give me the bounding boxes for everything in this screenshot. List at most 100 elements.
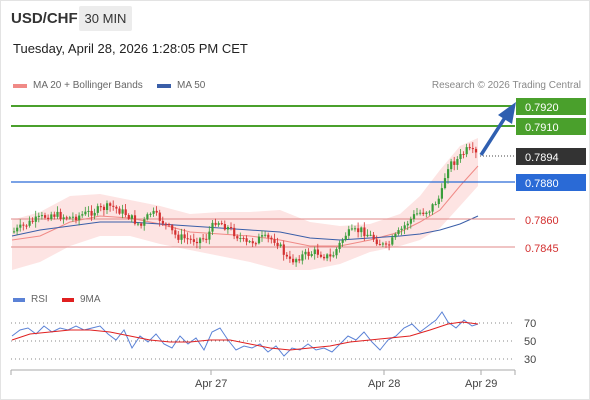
candle-body (404, 225, 406, 228)
trend-arrow-shaft (481, 116, 506, 155)
candle-body (190, 239, 192, 240)
candle-body (60, 212, 62, 219)
candle-body (171, 225, 173, 230)
candle-body (335, 249, 337, 255)
candle-body (153, 211, 155, 214)
candle-body (311, 254, 313, 256)
candle-body (115, 207, 117, 209)
candle-body (94, 213, 96, 216)
candle-body (348, 229, 350, 236)
candle-body (239, 238, 241, 239)
candle-body (304, 252, 306, 255)
candle-body (283, 244, 285, 254)
candle-body (357, 228, 359, 232)
candle-body (469, 147, 471, 148)
candle-body (410, 219, 412, 224)
candle-body (233, 228, 235, 236)
candle-body (211, 223, 213, 232)
candle-body (125, 209, 127, 215)
candle-body (475, 149, 477, 153)
candle-body (441, 188, 443, 199)
candle-body (419, 213, 421, 214)
candle-body (41, 215, 43, 216)
candle-body (459, 154, 461, 159)
candle-body (317, 249, 319, 254)
candle-body (165, 224, 167, 225)
candle-body (385, 243, 387, 244)
candle-body (261, 235, 263, 236)
candle-body (162, 221, 164, 224)
candle-body (53, 214, 55, 216)
candle-body (128, 215, 130, 219)
candle-body (140, 224, 142, 226)
x-label-apr28: Apr 28 (368, 378, 400, 390)
candle-body (230, 227, 232, 228)
candle-body (354, 228, 356, 229)
candle-body (134, 215, 136, 223)
candle-body (56, 212, 58, 217)
candle-body (388, 244, 390, 245)
candle-body (332, 255, 334, 256)
candle-body (149, 214, 151, 215)
candle-body (413, 214, 415, 219)
candle-body (19, 225, 21, 228)
price-label-3: 0.7880 (525, 178, 559, 190)
candle-body (252, 241, 254, 243)
candle-body (16, 228, 18, 232)
candle-body (224, 224, 226, 230)
candle-body (63, 217, 65, 219)
candle-body (249, 241, 251, 242)
candle-body (91, 211, 93, 216)
price-label-0: 0.7920 (525, 102, 559, 114)
candle-body (298, 259, 300, 260)
candle-body (168, 224, 170, 225)
candle-body (329, 254, 331, 256)
candle-body (394, 234, 396, 237)
bollinger-band (12, 138, 478, 270)
price-label-4: 0.7860 (525, 215, 559, 227)
candle-body (137, 224, 139, 225)
candle-body (397, 230, 399, 234)
candle-body (100, 206, 102, 207)
candle-body (456, 159, 458, 165)
candle-body (221, 223, 223, 224)
candle-body (280, 244, 282, 246)
candle-body (450, 161, 452, 169)
candle-body (345, 236, 347, 240)
candle-body (379, 244, 381, 245)
candle-body (308, 252, 310, 256)
candle-body (84, 212, 86, 215)
rsi-label-50: 50 (524, 336, 536, 348)
candle-body (205, 239, 207, 240)
candle-body (66, 217, 68, 218)
candle-body (258, 237, 260, 244)
candle-body (432, 204, 434, 211)
candle-body (255, 243, 257, 244)
candle-body (236, 236, 238, 238)
candle-body (425, 213, 427, 214)
price-label-2: 0.7894 (525, 152, 559, 164)
candle-body (382, 243, 384, 244)
candle-body (106, 203, 108, 210)
candle-body (447, 169, 449, 178)
candle-body (301, 254, 303, 260)
candle-body (314, 249, 316, 254)
candle-body (47, 218, 49, 219)
candle-body (342, 240, 344, 243)
candle-body (320, 255, 322, 257)
candle-body (370, 235, 372, 236)
candle-body (146, 214, 148, 219)
candle-body (422, 213, 424, 214)
candle-body (35, 217, 37, 222)
candle-body (159, 213, 161, 221)
candle-body (323, 257, 325, 258)
candle-body (286, 255, 288, 257)
candle-body (13, 231, 15, 232)
candle-body (156, 211, 158, 213)
candle-body (199, 238, 201, 243)
rsi-label-30: 30 (524, 354, 536, 366)
candle-body (277, 243, 279, 246)
candle-body (428, 212, 430, 213)
candle-body (401, 229, 403, 230)
